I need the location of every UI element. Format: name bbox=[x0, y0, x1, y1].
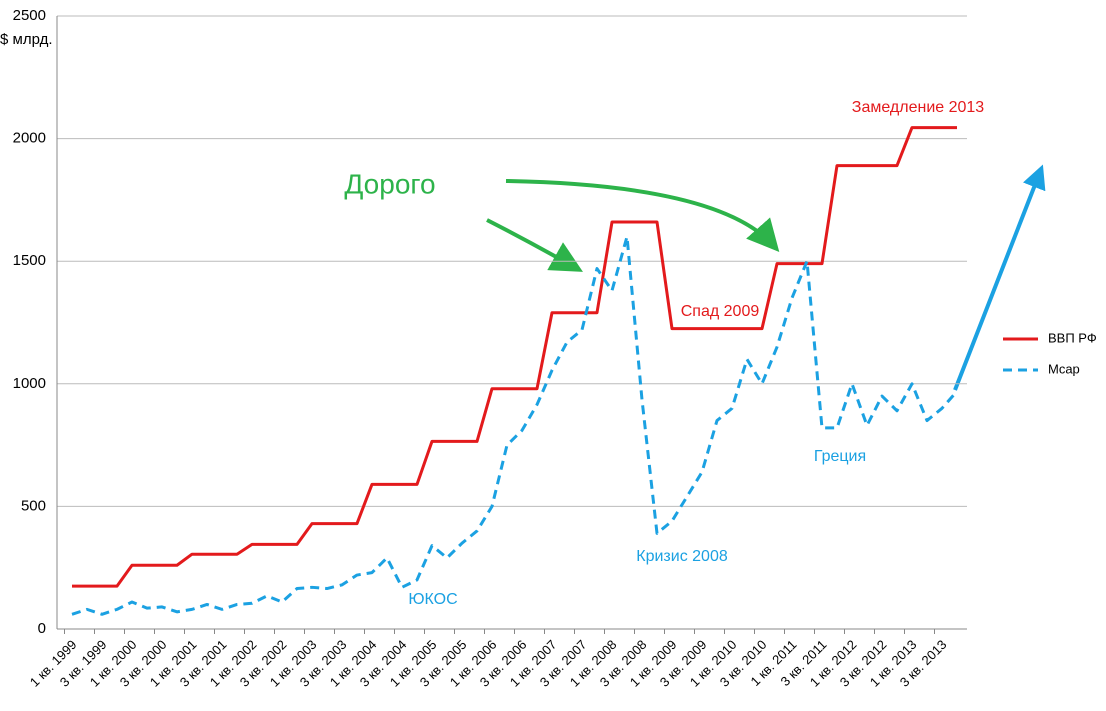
y-tick-label: 1500 bbox=[13, 252, 46, 269]
arrow bbox=[486, 218, 583, 272]
annotation: Греция bbox=[814, 448, 866, 465]
series-line bbox=[72, 126, 957, 588]
annotation: Замедление 2013 bbox=[852, 99, 984, 116]
arrow bbox=[953, 164, 1046, 391]
y-tick-label: 0 bbox=[38, 620, 46, 637]
y-tick-label: 1000 bbox=[13, 375, 46, 392]
annotation: Дорого bbox=[344, 168, 435, 199]
y-axis-label: $ млрд. bbox=[0, 31, 53, 48]
annotation: Кризис 2008 bbox=[636, 548, 728, 565]
y-tick-label: 2000 bbox=[13, 130, 46, 147]
series-line bbox=[71, 235, 959, 616]
annotation: Спад 2009 bbox=[681, 303, 760, 320]
y-tick-label: 2500 bbox=[13, 7, 46, 24]
annotation: ЮКОС bbox=[408, 591, 457, 608]
legend-label: ВВП РФ bbox=[1048, 330, 1097, 345]
y-tick-label: 500 bbox=[21, 497, 46, 514]
arrow bbox=[505, 179, 780, 252]
legend-label: Mcap bbox=[1048, 361, 1080, 376]
